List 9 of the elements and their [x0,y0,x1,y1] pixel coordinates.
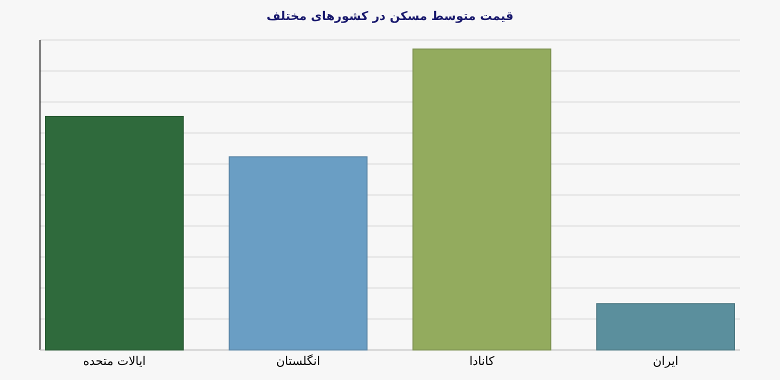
x-tick-label: ایران [652,354,678,368]
bar [412,48,552,350]
bar [45,116,184,350]
x-tick-label: ایالات متحده [83,354,146,368]
bar [228,156,368,350]
x-tick-label: انگلستان [276,354,320,368]
bar [596,303,735,350]
x-tick-label: کانادا [469,354,495,368]
chart-title: قیمت متوسط مسکن در کشورهای مختلف [266,9,514,23]
